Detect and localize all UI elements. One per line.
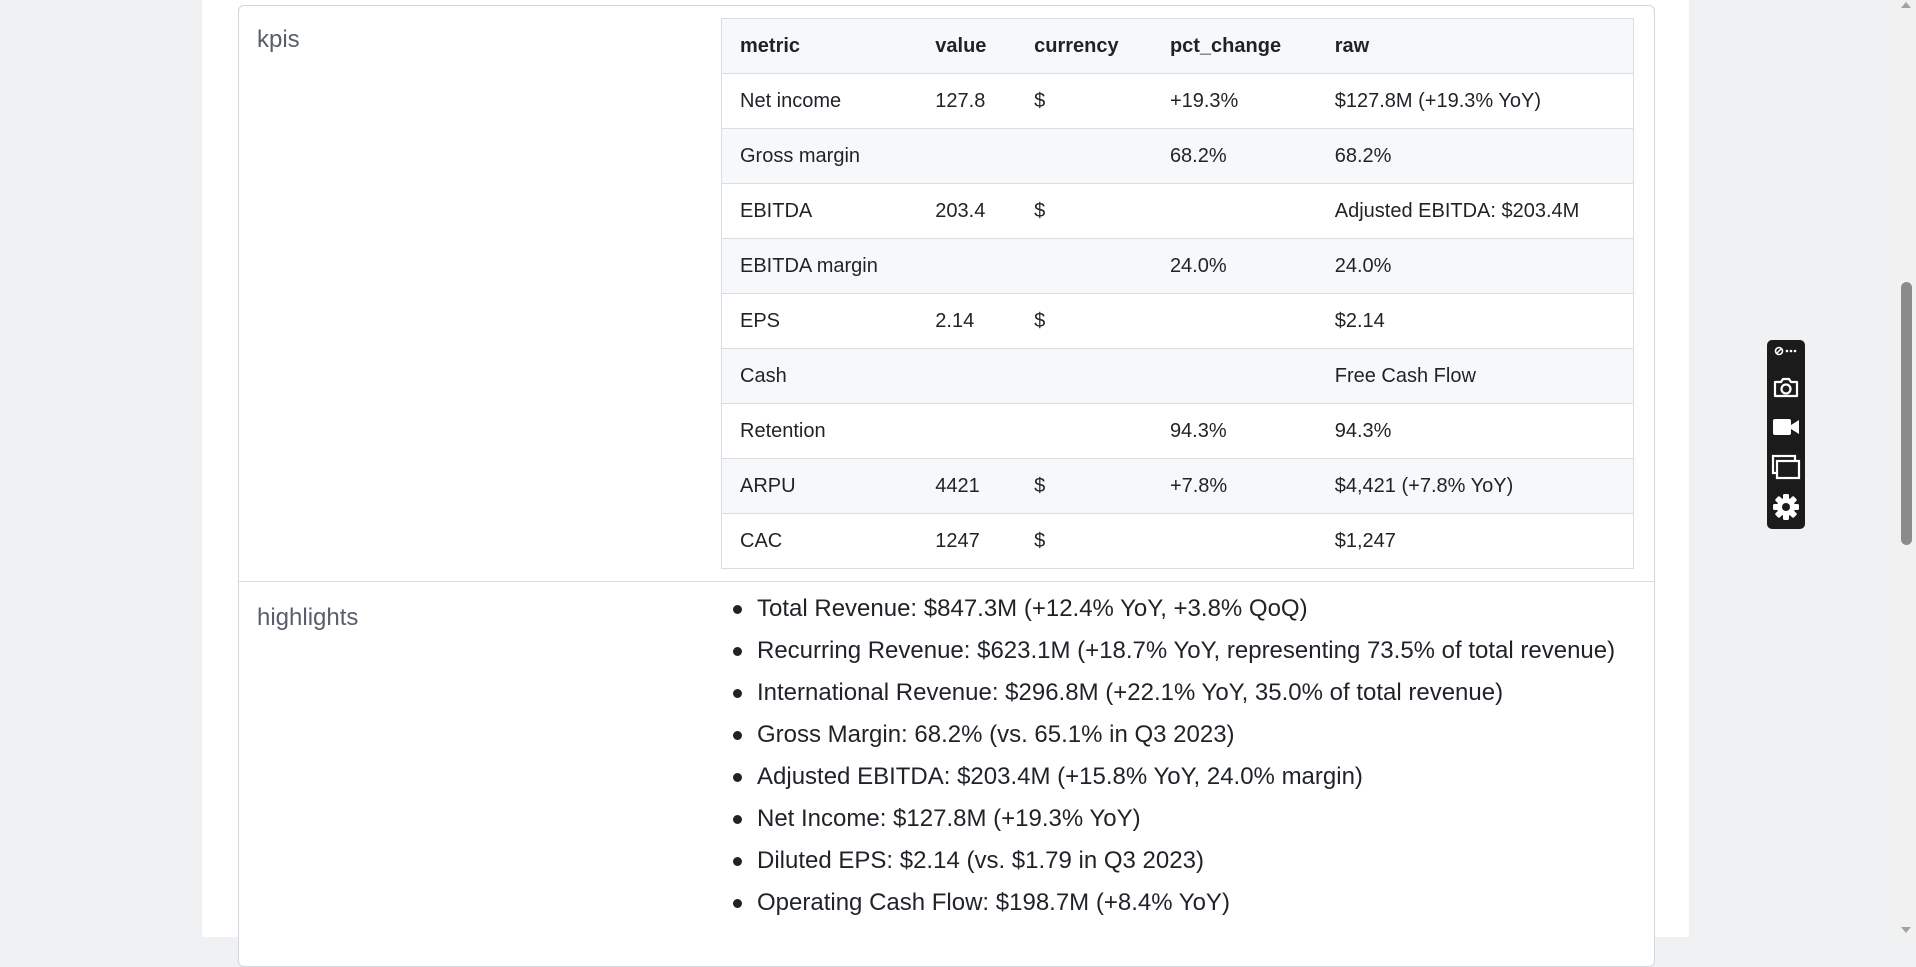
cell-pct-change: 24.0% <box>1151 238 1317 294</box>
cell-raw: $1,247 <box>1316 513 1634 569</box>
table-row: ARPU 4421 $ +7.8% $4,421 (+7.8% YoY) <box>721 458 1634 514</box>
cell-currency: $ <box>1016 293 1152 349</box>
cell-value <box>917 403 1017 459</box>
cell-currency: $ <box>1016 458 1152 514</box>
cell-raw: 24.0% <box>1316 238 1634 294</box>
cell-metric: Gross margin <box>721 128 918 184</box>
result-panel: kpis metric value currency pct_change ra… <box>238 5 1655 967</box>
cell-currency: $ <box>1016 183 1152 239</box>
floating-capture-toolbar <box>1767 340 1805 529</box>
cell-metric: EBITDA margin <box>721 238 918 294</box>
cell-value: 1247 <box>917 513 1017 569</box>
highlights-row: highlights Total Revenue: $847.3M (+12.4… <box>239 582 1654 966</box>
cell-raw: $4,421 (+7.8% YoY) <box>1316 458 1634 514</box>
scroll-down-arrow-icon[interactable] <box>1901 927 1911 933</box>
cell-currency <box>1016 128 1152 184</box>
cell-metric: Cash <box>721 348 918 404</box>
cell-pct-change: 94.3% <box>1151 403 1317 459</box>
list-item: Diluted EPS: $2.14 (vs. $1.79 in Q3 2023… <box>732 840 1615 882</box>
window-icon[interactable] <box>1767 448 1805 486</box>
table-row: Retention 94.3% 94.3% <box>721 403 1634 459</box>
page-content: kpis metric value currency pct_change ra… <box>202 0 1689 967</box>
kpis-row: kpis metric value currency pct_change ra… <box>239 6 1654 582</box>
column-header-pct-change: pct_change <box>1151 18 1317 74</box>
cell-currency: $ <box>1016 513 1152 569</box>
column-header-currency: currency <box>1016 18 1152 74</box>
table-row: CAC 1247 $ $1,247 <box>721 513 1634 569</box>
cell-currency <box>1016 403 1152 459</box>
link-more-icon[interactable] <box>1767 342 1805 360</box>
cell-pct-change <box>1151 513 1317 569</box>
cell-currency: $ <box>1016 73 1152 129</box>
cell-pct-change <box>1151 293 1317 349</box>
table-row: Gross margin 68.2% 68.2% <box>721 128 1634 184</box>
list-item: Adjusted EBITDA: $203.4M (+15.8% YoY, 24… <box>732 756 1615 798</box>
list-item: Net Income: $127.8M (+19.3% YoY) <box>732 798 1615 840</box>
cell-pct-change: +7.8% <box>1151 458 1317 514</box>
kpis-table: metric value currency pct_change raw Net… <box>721 18 1634 569</box>
cell-pct-change <box>1151 183 1317 239</box>
list-item: Operating Cash Flow: $198.7M (+8.4% YoY) <box>732 882 1615 924</box>
cell-value <box>917 128 1017 184</box>
scroll-up-arrow-icon[interactable] <box>1901 2 1911 8</box>
video-icon[interactable] <box>1767 408 1805 446</box>
list-item: Gross Margin: 68.2% (vs. 65.1% in Q3 202… <box>732 714 1615 756</box>
highlights-label: highlights <box>257 604 359 631</box>
highlights-list: Total Revenue: $847.3M (+12.4% YoY, +3.8… <box>731 588 1615 924</box>
cell-value: 203.4 <box>917 183 1017 239</box>
cell-metric: CAC <box>721 513 918 569</box>
cell-pct-change: 68.2% <box>1151 128 1317 184</box>
cell-value <box>917 348 1017 404</box>
table-row: EPS 2.14 $ $2.14 <box>721 293 1634 349</box>
cell-metric: EPS <box>721 293 918 349</box>
kpis-label: kpis <box>257 26 300 53</box>
cell-currency <box>1016 238 1152 294</box>
vertical-scrollbar[interactable] <box>1897 0 1916 937</box>
column-header-raw: raw <box>1316 18 1634 74</box>
cell-raw: Adjusted EBITDA: $203.4M <box>1316 183 1634 239</box>
cell-raw: $2.14 <box>1316 293 1634 349</box>
table-header-row: metric value currency pct_change raw <box>721 18 1634 74</box>
cell-raw: 68.2% <box>1316 128 1634 184</box>
cell-metric: Retention <box>721 403 918 459</box>
list-item: International Revenue: $296.8M (+22.1% Y… <box>732 672 1615 714</box>
cell-pct-change: +19.3% <box>1151 73 1317 129</box>
table-row: EBITDA margin 24.0% 24.0% <box>721 238 1634 294</box>
cell-value: 2.14 <box>917 293 1017 349</box>
cell-pct-change <box>1151 348 1317 404</box>
cell-raw: 94.3% <box>1316 403 1634 459</box>
table-row: Net income 127.8 $ +19.3% $127.8M (+19.3… <box>721 73 1634 129</box>
gear-icon[interactable] <box>1767 488 1805 526</box>
cell-raw: Free Cash Flow <box>1316 348 1634 404</box>
cell-value: 4421 <box>917 458 1017 514</box>
cell-metric: EBITDA <box>721 183 918 239</box>
list-item: Recurring Revenue: $623.1M (+18.7% YoY, … <box>732 630 1615 672</box>
table-row: Cash Free Cash Flow <box>721 348 1634 404</box>
table-row: EBITDA 203.4 $ Adjusted EBITDA: $203.4M <box>721 183 1634 239</box>
cell-metric: ARPU <box>721 458 918 514</box>
cell-raw: $127.8M (+19.3% YoY) <box>1316 73 1634 129</box>
list-item: Total Revenue: $847.3M (+12.4% YoY, +3.8… <box>732 588 1615 630</box>
cell-value <box>917 238 1017 294</box>
cell-metric: Net income <box>721 73 918 129</box>
cell-currency <box>1016 348 1152 404</box>
cell-value: 127.8 <box>917 73 1017 129</box>
camera-icon[interactable] <box>1767 368 1805 406</box>
column-header-value: value <box>917 18 1017 74</box>
column-header-metric: metric <box>721 18 918 74</box>
scrollbar-thumb[interactable] <box>1901 282 1912 545</box>
